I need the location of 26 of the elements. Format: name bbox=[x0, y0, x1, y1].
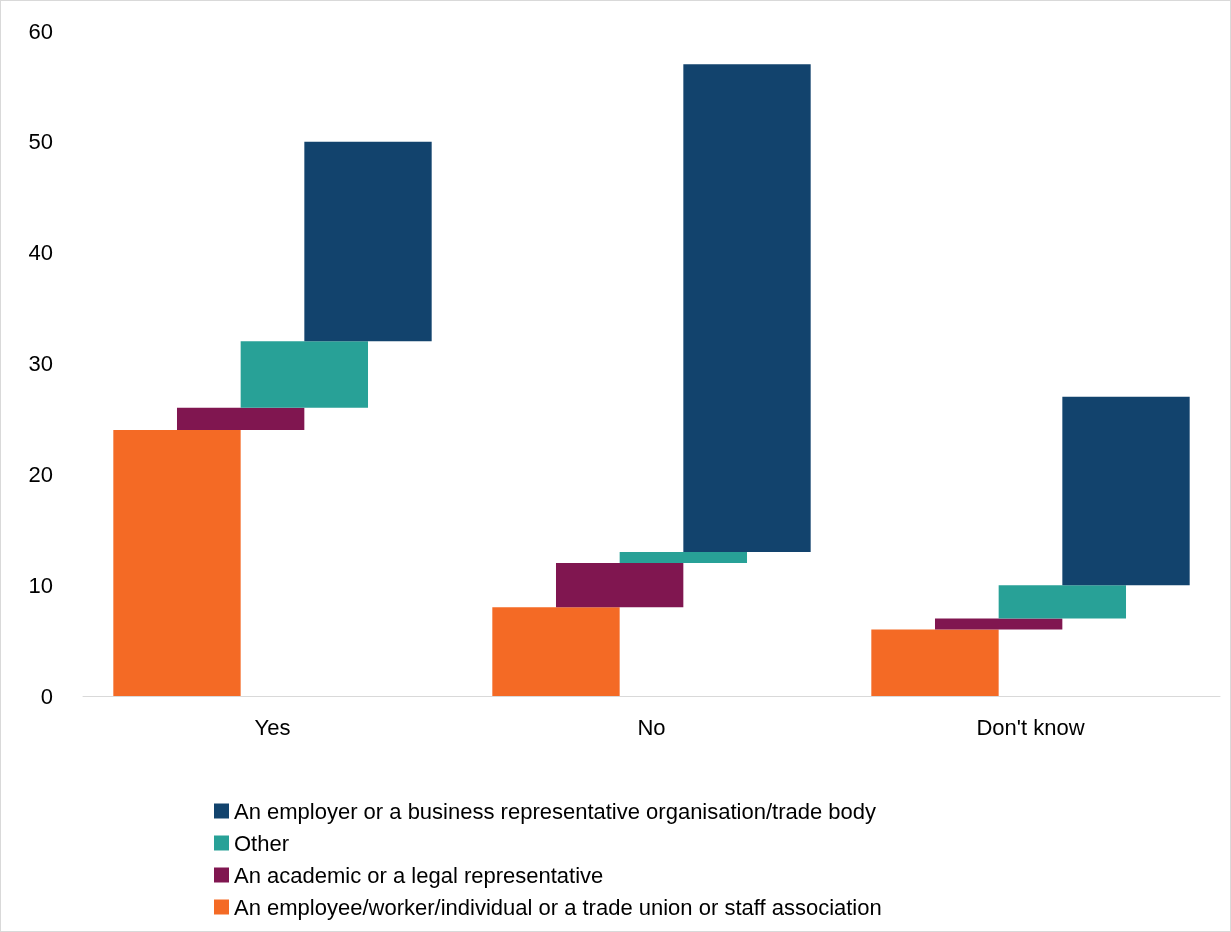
y-tick-label: 30 bbox=[28, 351, 53, 376]
bar bbox=[934, 618, 1063, 630]
y-tick-label: 50 bbox=[28, 129, 53, 155]
legend-label: An employee/worker/individual or a trade union or staff association bbox=[234, 894, 882, 920]
y-tick-label: 0 bbox=[40, 683, 53, 709]
bar bbox=[871, 629, 999, 696]
legend-label: An academic or a legal representative bbox=[234, 862, 604, 888]
bar bbox=[555, 563, 684, 608]
bar bbox=[683, 64, 811, 552]
y-tick-label: 60 bbox=[28, 18, 53, 44]
y-tick-label: 10 bbox=[28, 572, 53, 598]
bar bbox=[176, 407, 305, 430]
bar bbox=[619, 551, 748, 563]
bar bbox=[304, 141, 432, 342]
x-tick-label: No bbox=[637, 714, 666, 740]
bar bbox=[240, 341, 369, 408]
bar bbox=[1062, 396, 1190, 586]
legend-label: Other bbox=[234, 830, 290, 856]
bar bbox=[492, 607, 620, 696]
y-tick-label: 40 bbox=[28, 240, 53, 266]
bar bbox=[113, 430, 241, 696]
bar bbox=[998, 585, 1127, 619]
legend-label: An employer or a business representative organisation/trade body bbox=[234, 798, 877, 824]
y-tick-label: 20 bbox=[28, 461, 53, 487]
x-tick-label: Yes bbox=[254, 714, 291, 740]
x-tick-label: Don't know bbox=[976, 714, 1085, 740]
